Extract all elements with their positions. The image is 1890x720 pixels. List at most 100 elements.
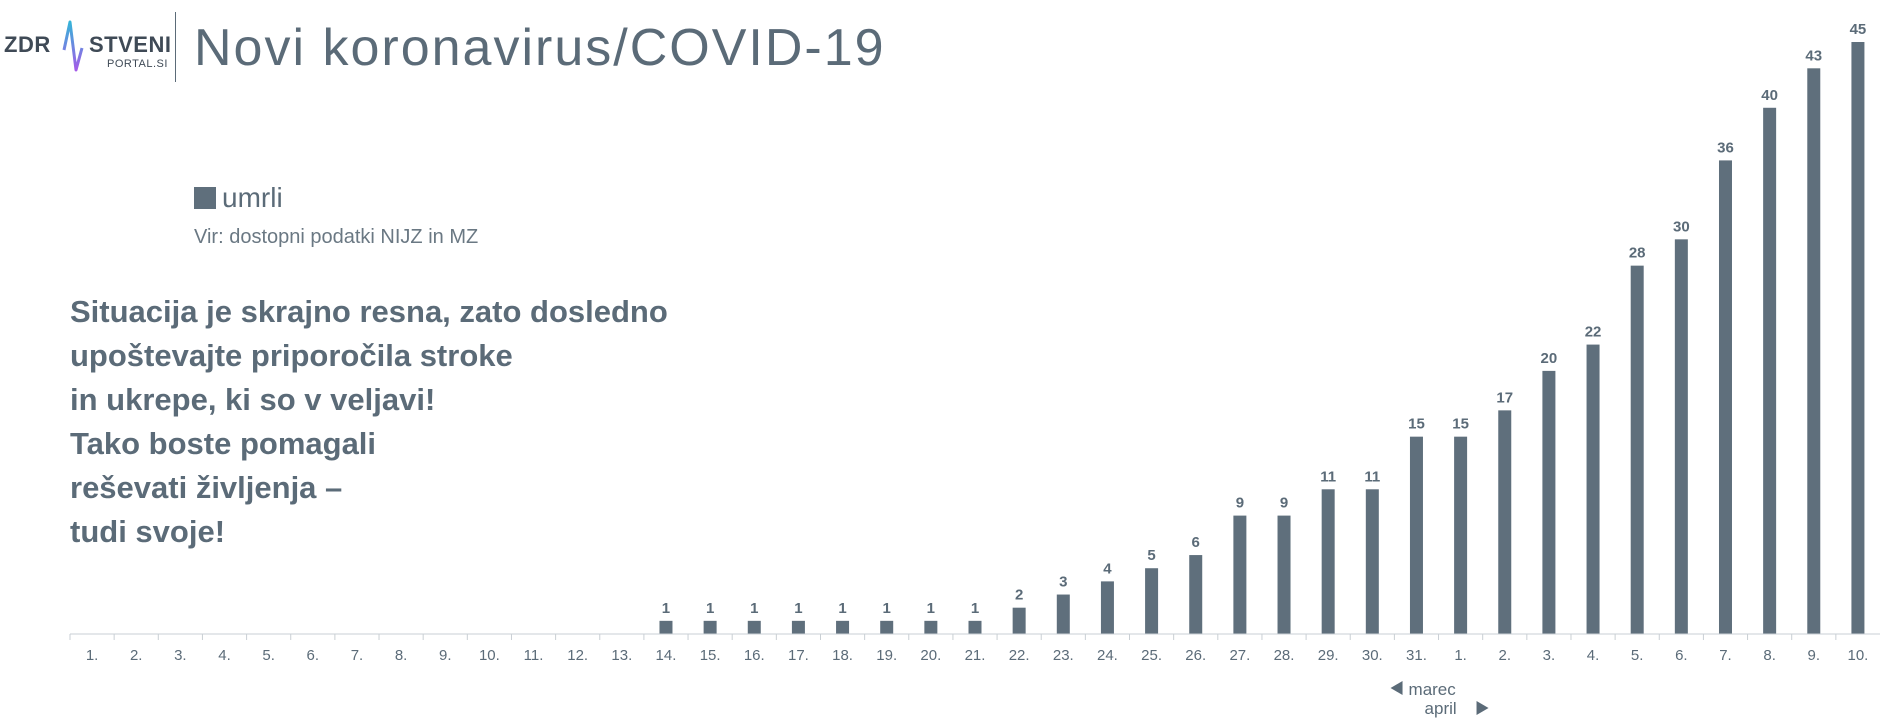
- x-tick-label: 1.: [86, 647, 99, 664]
- x-tick-label: 31.: [1406, 647, 1427, 664]
- message-line-3: in ukrepe, ki so v veljavi!: [70, 382, 436, 417]
- x-tick-label: 4.: [218, 647, 231, 664]
- logo-text-left: ZDR: [4, 32, 51, 57]
- x-tick-label: 7.: [1719, 647, 1732, 664]
- data-label: 1: [838, 600, 846, 617]
- x-tick-label: 15.: [700, 647, 721, 664]
- data-label: 1: [662, 600, 670, 617]
- bar: [1409, 436, 1423, 634]
- data-label: 1: [883, 600, 891, 617]
- x-tick-label: 18.: [832, 647, 853, 664]
- bar: [1851, 42, 1865, 634]
- x-tick-label: 2.: [1498, 647, 1511, 664]
- data-label: 6: [1192, 534, 1200, 551]
- x-tick-label: 10.: [1847, 647, 1868, 664]
- month-april-label: april: [1425, 699, 1457, 718]
- message-line-4: Tako boste pomagali: [70, 426, 377, 461]
- logo-subtitle: PORTAL.SI: [107, 58, 168, 70]
- bar: [703, 620, 717, 634]
- data-label: 17: [1496, 389, 1513, 406]
- bar: [1674, 239, 1688, 635]
- data-label: 36: [1717, 139, 1734, 156]
- x-tick-label: 13.: [611, 647, 632, 664]
- x-tick-label: 5.: [1631, 647, 1644, 664]
- bar: [1763, 107, 1777, 635]
- x-tick-label: 9.: [439, 647, 452, 664]
- x-tick-label: 7.: [351, 647, 364, 664]
- bar: [1807, 68, 1821, 635]
- x-tick-label: 9.: [1808, 647, 1821, 664]
- bar: [836, 620, 850, 634]
- x-tick-label: 16.: [744, 647, 765, 664]
- legend-label: umrli: [222, 182, 283, 213]
- data-label: 28: [1629, 245, 1646, 262]
- left-arrow-icon: [1390, 681, 1403, 695]
- bar: [791, 620, 805, 634]
- bar: [1145, 568, 1159, 634]
- x-tick-label: 19.: [876, 647, 897, 664]
- bar: [747, 620, 761, 634]
- message-line-6: tudi svoje!: [70, 514, 226, 549]
- data-label: 2: [1015, 587, 1023, 604]
- page-title: Novi koronavirus/COVID-19: [194, 19, 886, 77]
- message-line-2: upoštevajte priporočila stroke: [70, 338, 513, 373]
- data-label: 45: [1850, 21, 1867, 38]
- x-tick-label: 6.: [1675, 647, 1688, 664]
- bar: [1189, 555, 1203, 634]
- bar: [1454, 436, 1468, 634]
- x-tick-label: 30.: [1362, 647, 1383, 664]
- x-tick-label: 20.: [920, 647, 941, 664]
- data-label: 30: [1673, 218, 1690, 235]
- data-label: 5: [1147, 547, 1155, 564]
- x-tick-label: 25.: [1141, 647, 1162, 664]
- x-tick-label: 14.: [656, 647, 677, 664]
- data-label: 11: [1320, 468, 1336, 485]
- warning-message: Situacija je skrajno resna, zato dosledn…: [70, 290, 668, 554]
- x-tick-label: 28.: [1274, 647, 1295, 664]
- x-tick-label: 24.: [1097, 647, 1118, 664]
- x-tick-label: 1.: [1454, 647, 1467, 664]
- chart-legend: umrli: [194, 182, 283, 214]
- x-tick-label: 21.: [965, 647, 986, 664]
- logo: ZDR STVENI PORTAL.SI: [4, 12, 174, 80]
- bar: [1498, 410, 1512, 634]
- message-line-1: Situacija je skrajno resna, zato dosledn…: [70, 294, 668, 329]
- data-label: 11: [1364, 468, 1380, 485]
- x-tick-label: 6.: [307, 647, 320, 664]
- month-marec-label: marec: [1409, 680, 1457, 699]
- bar: [1233, 515, 1247, 634]
- pulse-icon: [62, 20, 84, 72]
- x-tick-label: 29.: [1318, 647, 1339, 664]
- bar: [1630, 265, 1644, 634]
- x-tick-label: 10.: [479, 647, 500, 664]
- header-divider: [175, 12, 176, 82]
- x-tick-label: 12.: [567, 647, 588, 664]
- data-label: 1: [794, 600, 802, 617]
- data-label: 9: [1280, 495, 1288, 512]
- header: ZDR STVENI PORTAL.SI Novi koronavirus/CO…: [0, 0, 1000, 90]
- x-tick-label: 5.: [262, 647, 275, 664]
- data-label: 1: [750, 600, 758, 617]
- bars-group: [659, 42, 1865, 635]
- data-label: 1: [927, 600, 935, 617]
- bar: [1012, 607, 1026, 634]
- bar: [1365, 489, 1379, 634]
- bar: [1542, 370, 1556, 634]
- bar: [1718, 160, 1732, 634]
- bar: [1586, 344, 1600, 634]
- x-tick-label: 8.: [395, 647, 408, 664]
- data-label: 20: [1541, 350, 1558, 367]
- x-tick-label: 22.: [1009, 647, 1030, 664]
- source-note: Vir: dostopni podatki NIJZ in MZ: [194, 226, 479, 248]
- x-tick-label: 3.: [1543, 647, 1556, 664]
- right-arrow-icon: [1476, 701, 1489, 715]
- data-label: 9: [1236, 495, 1244, 512]
- data-label: 15: [1408, 416, 1425, 433]
- bar: [1100, 581, 1114, 634]
- bar: [1056, 594, 1070, 634]
- data-label: 43: [1805, 47, 1822, 64]
- bar: [968, 620, 982, 634]
